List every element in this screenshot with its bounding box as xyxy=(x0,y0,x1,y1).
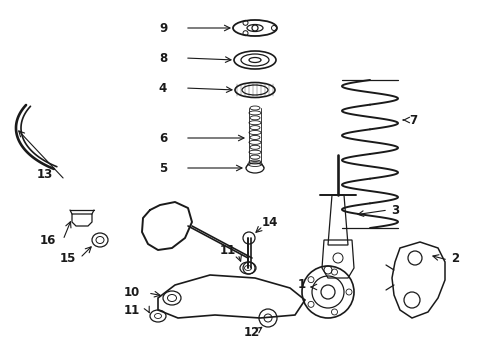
Text: 5: 5 xyxy=(159,162,167,175)
Text: 4: 4 xyxy=(159,81,167,94)
Text: 11: 11 xyxy=(220,243,236,256)
Text: 9: 9 xyxy=(159,22,167,35)
Text: 7: 7 xyxy=(409,113,417,126)
Text: 15: 15 xyxy=(60,252,76,265)
Text: 16: 16 xyxy=(40,234,56,247)
Text: 2: 2 xyxy=(451,252,459,265)
Text: 6: 6 xyxy=(159,131,167,144)
Text: 10: 10 xyxy=(124,287,140,300)
Text: 1: 1 xyxy=(298,279,306,292)
Text: 11: 11 xyxy=(124,303,140,316)
Text: 8: 8 xyxy=(159,51,167,64)
Text: 14: 14 xyxy=(262,216,278,229)
Text: 13: 13 xyxy=(37,168,53,181)
Text: 3: 3 xyxy=(391,203,399,216)
Text: 12: 12 xyxy=(244,327,260,339)
